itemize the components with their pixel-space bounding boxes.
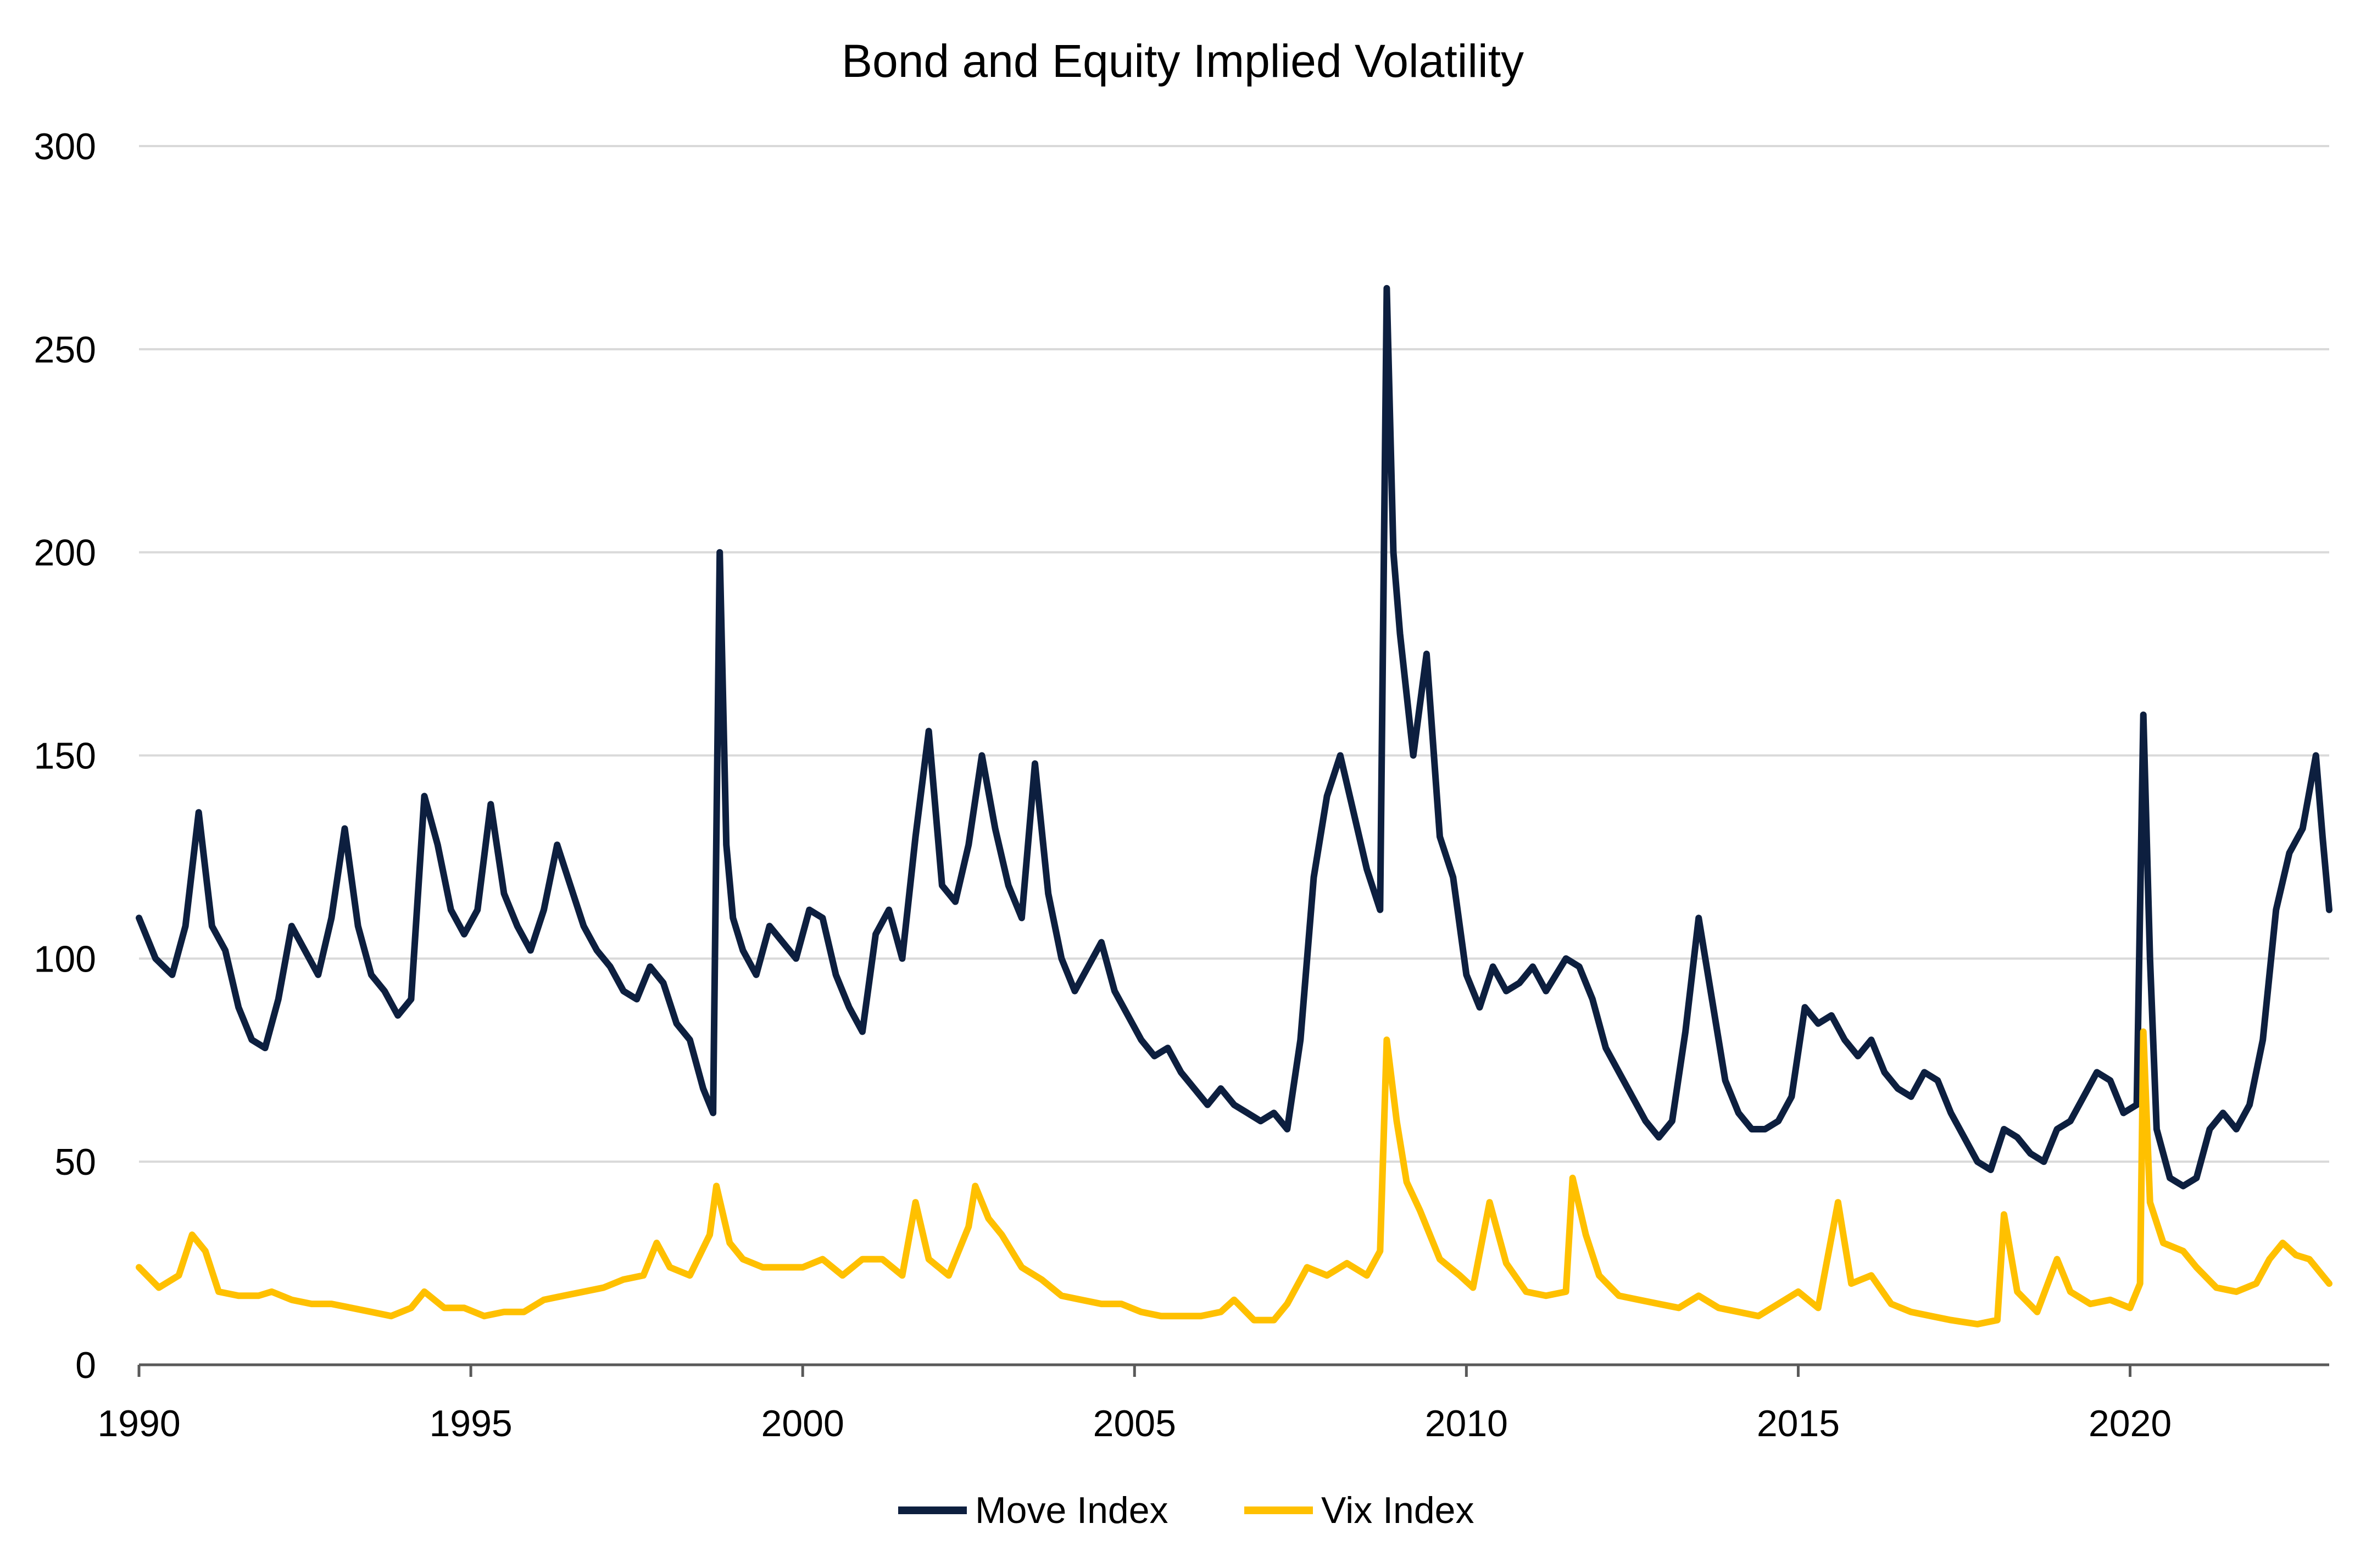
x-tick-label: 2010 — [1425, 1403, 1508, 1444]
y-tick-label: 250 — [34, 329, 96, 371]
x-axis-ticks: 1990 1995 2000 2005 2010 2015 2020 — [97, 1365, 2172, 1444]
x-tick-label: 1990 — [97, 1403, 180, 1444]
series-line-vix-index — [136, 1028, 2332, 1327]
x-tick-label: 2020 — [2089, 1403, 2172, 1444]
y-tick-label: 150 — [34, 735, 96, 777]
y-tick-label: 200 — [34, 532, 96, 574]
chart-title: Bond and Equity Implied Volatility — [842, 35, 1524, 87]
series-line-move-index — [136, 284, 2332, 1190]
y-axis-ticks: 0 50 100 150 200 250 300 — [34, 126, 96, 1386]
series-lines — [136, 284, 2332, 1327]
legend-label-vix-index: Vix Index — [1321, 1489, 1474, 1531]
grid-lines — [139, 145, 2329, 1163]
y-tick-label: 50 — [54, 1141, 96, 1183]
y-tick-label: 300 — [34, 126, 96, 168]
x-tick-label: 2015 — [1757, 1403, 1840, 1444]
x-tick-label: 2000 — [761, 1403, 844, 1444]
x-tick-label: 1995 — [429, 1403, 512, 1444]
y-tick-label: 100 — [34, 938, 96, 980]
legend-label-move-index: Move Index — [975, 1489, 1168, 1531]
legend: Move Index Vix Index — [898, 1489, 1474, 1531]
y-tick-label: 0 — [75, 1344, 96, 1386]
x-tick-label: 2005 — [1093, 1403, 1176, 1444]
